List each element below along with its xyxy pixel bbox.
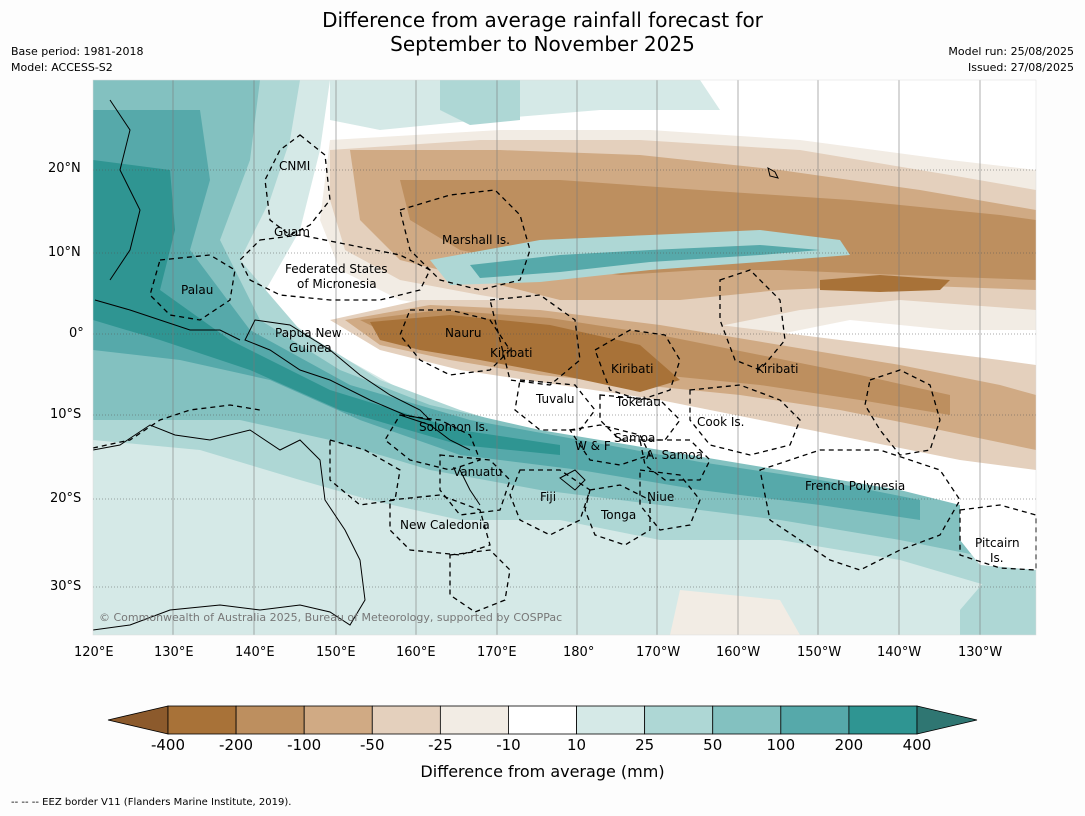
- label-kiribati-central: Kiribati: [611, 362, 653, 376]
- label-kiribati-west: Kiribati: [490, 346, 532, 360]
- label-nauru: Nauru: [445, 326, 481, 340]
- lon-label-130e: 130°E: [154, 645, 194, 660]
- colorbar-tick-label: 100: [766, 736, 796, 754]
- colorbar-box: [780, 705, 850, 735]
- label-fsm-line2: of Micronesia: [297, 277, 377, 291]
- label-cook-islands: Cook Is.: [697, 415, 744, 429]
- label-french-polynesia: French Polynesia: [805, 479, 905, 493]
- colorbar-box: [508, 705, 577, 735]
- graticule: [172, 80, 981, 635]
- colorbar-tick-label: 25: [635, 736, 655, 754]
- lon-label-160e: 160°E: [396, 645, 436, 660]
- label-png-line2: Guinea: [289, 341, 332, 355]
- label-cnmi: CNMI: [279, 159, 310, 173]
- coastlines: [93, 99, 779, 631]
- model-run: Model run: 25/08/2025: [948, 45, 1074, 58]
- colorbar-tick-label: -200: [219, 736, 254, 754]
- label-tokelau: Tokelau: [615, 395, 661, 409]
- copyright-notice: © Commonwealth of Australia 2025, Bureau…: [99, 611, 562, 624]
- colorbar-box: [371, 705, 441, 735]
- colorbar-tick-label: -400: [150, 736, 186, 754]
- label-fiji: Fiji: [540, 490, 556, 504]
- colorbar-box: [848, 705, 918, 735]
- lon-label-140w: 140°W: [877, 645, 922, 660]
- label-wallis-futuna: W & F: [575, 439, 611, 453]
- label-png-line1: Papua New: [275, 326, 342, 340]
- colorbar: [107, 705, 978, 735]
- lon-label-170e: 170°E: [477, 645, 517, 660]
- label-american-samoa: A. Samoa: [646, 448, 703, 462]
- lat-label-10n: 10°N: [48, 245, 81, 260]
- colorbar-box: [644, 705, 714, 735]
- colorbar-tick-label: 200: [834, 736, 864, 754]
- label-tonga: Tonga: [600, 508, 636, 522]
- colorbar-title: Difference from average (mm): [420, 762, 665, 781]
- map-frame: [92, 79, 1037, 636]
- issued-date: Issued: 27/08/2025: [967, 61, 1074, 74]
- label-samoa: Samoa: [614, 431, 655, 445]
- colorbar-tick-label: 50: [703, 736, 723, 754]
- model-name: Model: ACCESS-S2: [11, 61, 113, 74]
- lon-label-130w: 130°W: [958, 645, 1003, 660]
- label-pitcairn-line2: Is.: [990, 551, 1004, 565]
- lon-label-160w: 160°W: [716, 645, 761, 660]
- label-pitcairn-line1: Pitcairn: [975, 536, 1020, 550]
- lat-label-20n: 20°N: [48, 161, 81, 176]
- label-new-caledonia: New Caledonia: [400, 518, 490, 532]
- lat-label-30s: 30°S: [50, 579, 82, 594]
- colorbar-tick-label: 10: [566, 736, 587, 754]
- label-guam: Guam: [274, 225, 310, 239]
- colorbar-tick-label: -25: [428, 736, 453, 754]
- label-kiribati-east: Kiribati: [756, 362, 798, 376]
- colorbar-tick-label: -50: [360, 736, 385, 754]
- label-fsm-line1: Federated States: [285, 262, 387, 276]
- colorbar-box: [576, 705, 646, 735]
- latitude-lines: [93, 169, 1036, 588]
- colorbar-extend-low: [107, 705, 169, 735]
- colorbar-tick-label: -100: [287, 736, 322, 754]
- label-solomon-islands: Solomon Is.: [419, 420, 489, 434]
- lat-label-equator: 0°: [69, 326, 84, 341]
- label-niue: Niue: [647, 490, 674, 504]
- colorbar-box: [235, 705, 305, 735]
- colorbar-tick-label: 400: [902, 736, 932, 754]
- label-tuvalu: Tuvalu: [535, 392, 575, 406]
- lon-label-120e: 120°E: [74, 645, 114, 660]
- lon-label-170w: 170°W: [636, 645, 681, 660]
- lat-label-10s: 10°S: [50, 407, 82, 422]
- colorbar-tick-label: -10: [496, 736, 521, 754]
- lon-label-140e: 140°E: [235, 645, 275, 660]
- map-title-line2: September to November 2025: [390, 32, 695, 56]
- lon-label-150w: 150°W: [797, 645, 842, 660]
- lon-label-150e: 150°E: [316, 645, 356, 660]
- map-title-line1: Difference from average rainfall forecas…: [322, 8, 763, 32]
- lat-label-20s: 20°S: [50, 491, 82, 506]
- eez-borders: [92, 134, 1037, 613]
- colorbar-extend-high: [916, 705, 978, 735]
- label-palau: Palau: [181, 283, 213, 297]
- colorbar-box: [439, 705, 509, 735]
- colorbar-box: [712, 705, 782, 735]
- colorbar-box: [167, 705, 237, 735]
- eez-footnote: -- -- -- EEZ border V11 (Flanders Marine…: [11, 797, 292, 808]
- label-marshall-islands: Marshall Is.: [442, 233, 510, 247]
- colorbar-box: [303, 705, 373, 735]
- lon-label-180: 180°: [563, 645, 595, 660]
- base-period: Base period: 1981-2018: [11, 45, 144, 58]
- label-vanuatu: Vanuatu: [453, 465, 503, 479]
- rainfall-field: [93, 80, 1036, 635]
